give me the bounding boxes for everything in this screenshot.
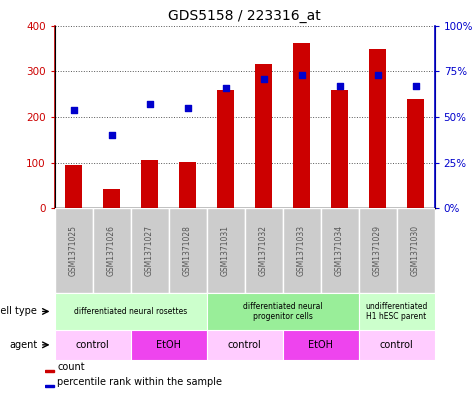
Text: GSM1371034: GSM1371034 [335,225,344,276]
Bar [131,208,169,293]
Text: control: control [228,340,262,350]
Bar [245,208,283,293]
Text: GSM1371029: GSM1371029 [373,225,382,276]
Bar [55,208,93,293]
Text: percentile rank within the sample: percentile rank within the sample [57,377,222,387]
Text: GSM1371028: GSM1371028 [183,225,192,276]
Text: differentiated neural rosettes: differentiated neural rosettes [74,307,187,316]
Bar [207,330,283,360]
Text: undifferentiated
H1 hESC parent: undifferentiated H1 hESC parent [365,302,428,321]
Point [184,105,191,111]
Bar [55,293,207,330]
Point [336,83,343,89]
Bar [331,90,348,208]
Bar [207,293,359,330]
Bar [45,385,54,387]
Bar [207,208,245,293]
Point [298,72,305,78]
Bar [293,43,310,208]
Title: GDS5158 / 223316_at: GDS5158 / 223316_at [168,9,321,23]
Bar [397,208,435,293]
Point [222,84,229,91]
Point [260,75,267,82]
Bar [255,64,272,208]
Text: GSM1371027: GSM1371027 [145,225,154,276]
Bar [283,330,359,360]
Bar [283,208,321,293]
Text: differentiated neural
progenitor cells: differentiated neural progenitor cells [243,302,323,321]
Text: control: control [380,340,414,350]
Bar [131,330,207,360]
Point [146,101,153,107]
Text: GSM1371032: GSM1371032 [259,225,268,276]
Text: GSM1371033: GSM1371033 [297,225,306,276]
Text: agent: agent [9,340,37,350]
Bar [321,208,359,293]
Bar [359,208,397,293]
Bar [55,330,131,360]
Bar [359,330,435,360]
Bar [103,189,120,208]
Text: count: count [57,362,85,372]
Bar [141,160,158,208]
Text: control: control [76,340,110,350]
Text: GSM1371030: GSM1371030 [411,225,420,276]
Bar [169,208,207,293]
Point [70,107,77,113]
Text: GSM1371026: GSM1371026 [107,225,116,276]
Point [374,72,381,78]
Text: GSM1371031: GSM1371031 [221,225,230,276]
Bar [65,165,82,208]
Bar [369,49,386,208]
Bar [179,162,196,208]
Bar [359,293,435,330]
Text: GSM1371025: GSM1371025 [69,225,78,276]
Bar [217,90,234,208]
Bar [93,208,131,293]
Text: EtOH: EtOH [308,340,333,350]
Bar [45,370,54,372]
Text: EtOH: EtOH [156,340,181,350]
Point [412,83,419,89]
Point [108,132,115,138]
Bar [407,99,424,208]
Text: cell type: cell type [0,307,37,316]
